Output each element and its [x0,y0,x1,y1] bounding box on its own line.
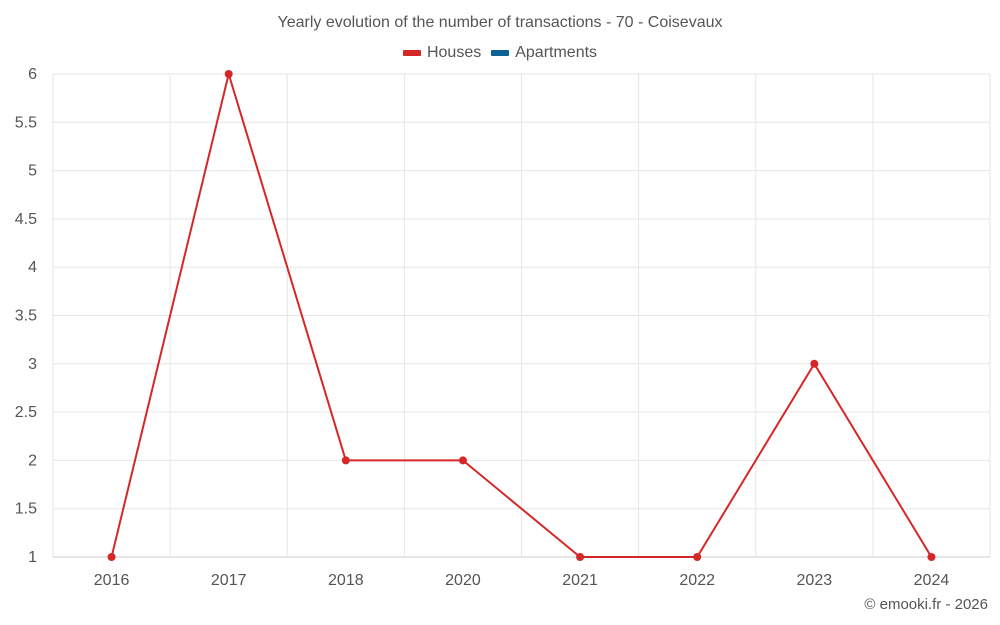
legend-label-houses: Houses [426,44,482,61]
houses-point [224,70,233,78]
axes: 1 1.5 2 2.5 3 3.5 4 4.5 5 5.5 6 2016 2017 2018 2020 202… [15,66,950,589]
x-tick-label: 2023 [797,572,833,589]
grid [52,73,991,558]
legend-swatch-houses [402,50,421,56]
houses-point [576,553,585,561]
houses-line [110,73,933,558]
series-houses [107,70,936,561]
x-tick-label: 2021 [562,572,598,589]
y-tick-label: 3.5 [15,308,37,325]
legend-swatch-apartments [491,50,510,56]
legend: Houses Apartments [0,44,1000,62]
houses-point [927,553,936,561]
y-tick-label: 5 [28,163,37,180]
y-tick-label: 4.5 [15,211,37,228]
y-tick-label: 2 [28,452,37,469]
y-tick-label: 1 [28,549,37,566]
x-tick-label: 2017 [211,572,247,589]
houses-point [341,456,350,465]
houses-point [693,553,702,561]
legend-label-apartments: Apartments [515,44,598,61]
houses-point [107,553,116,561]
legend-item-apartments[interactable]: Apartments [491,44,597,62]
chart-title: Yearly evolution of the number of transa… [277,14,723,31]
copyright-footer: © emooki.fr - 2026 [864,596,988,613]
y-tick-label: 1.5 [15,501,37,518]
x-tick-label: 2016 [94,572,130,589]
y-tick-label: 2.5 [15,404,37,421]
houses-point [458,456,467,465]
x-tick-label: 2018 [328,572,364,589]
y-tick-label: 5.5 [15,114,37,131]
y-tick-label: 3 [28,356,37,373]
legend-item-houses[interactable]: Houses [402,44,482,62]
y-tick-label: 4 [28,259,37,276]
y-tick-label: 6 [28,66,37,83]
houses-point [810,359,819,368]
x-tick-label: 2022 [679,572,715,589]
x-tick-label: 2020 [445,572,481,589]
x-tick-label: 2024 [914,572,950,589]
